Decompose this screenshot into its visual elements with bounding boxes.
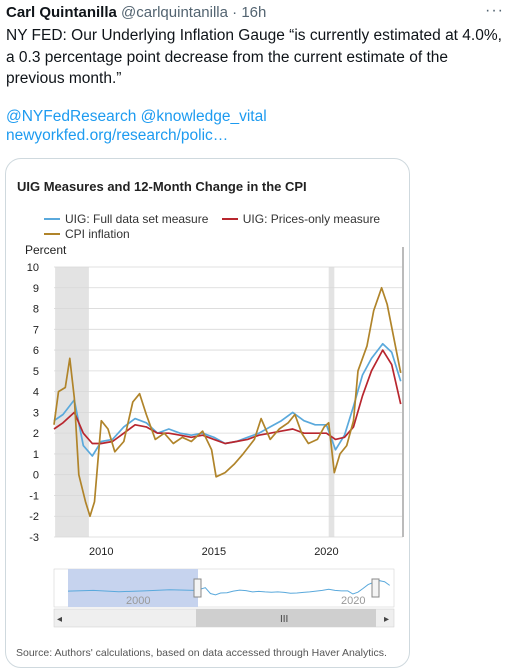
y-axis-label: Percent <box>25 243 67 257</box>
chart-source: Source: Authors' calculations, based on … <box>16 647 387 659</box>
chart-legend: UIG: Full data set measure UIG: Prices-o… <box>44 212 390 242</box>
y-tick-label: 8 <box>33 304 39 316</box>
legend-swatch-cpi <box>44 232 60 235</box>
tweet-url[interactable]: newyorkfed.org/research/polic… <box>6 127 229 144</box>
navigator-label-2000: 2000 <box>126 595 150 607</box>
y-tick-label: -3 <box>29 532 39 544</box>
x-tick-label: 2020 <box>314 546 338 558</box>
series-line-cpi <box>53 286 402 518</box>
legend-item-prices[interactable]: UIG: Prices-only measure <box>221 212 381 226</box>
author-handle[interactable]: @carlquintanilla <box>121 4 228 21</box>
legend-swatch-prices <box>221 217 238 220</box>
chart-card[interactable]: UIG Measures and 12-Month Change in the … <box>5 158 410 668</box>
legend-item-full[interactable]: UIG: Full data set measure <box>44 212 208 226</box>
y-tick-label: 1 <box>33 449 39 461</box>
y-tick-label: -2 <box>29 511 39 523</box>
x-tick-label: 2010 <box>89 546 113 558</box>
scroll-right-icon[interactable]: ▸ <box>384 614 389 625</box>
navigator-left-handle[interactable] <box>193 578 202 598</box>
recession-band <box>328 267 335 537</box>
legend-item-cpi[interactable]: CPI inflation <box>44 227 130 241</box>
y-tick-label: 4 <box>33 387 39 399</box>
legend-label-full: UIG: Full data set measure <box>65 212 209 226</box>
series-line-prices <box>53 349 402 445</box>
more-options-icon[interactable]: ··· <box>485 2 504 19</box>
navigator-right-handle[interactable] <box>371 578 380 598</box>
y-tick-label: 7 <box>33 324 39 336</box>
y-tick-label: -1 <box>29 490 39 502</box>
legend-swatch-full <box>44 217 60 220</box>
tweet-text: NY FED: Our Underlying Inflation Gauge “… <box>6 27 502 87</box>
navigator-scrollbar-thumb[interactable] <box>196 609 376 627</box>
tweet-header: Carl Quintanilla @carlquintanilla · 16h … <box>6 2 506 24</box>
navigator-label-2020: 2020 <box>341 595 365 607</box>
legend-label-prices: UIG: Prices-only measure <box>242 212 381 226</box>
y-tick-label: 3 <box>33 407 39 419</box>
tweet-mentions[interactable]: @NYFedResearch @knowledge_vital <box>6 108 267 125</box>
y-tick-label: 0 <box>33 470 39 482</box>
y-tick-label: 5 <box>33 366 39 378</box>
legend-label-cpi: CPI inflation <box>65 227 130 241</box>
author-name[interactable]: Carl Quintanilla <box>6 4 117 21</box>
chart-title: UIG Measures and 12-Month Change in the … <box>17 179 307 194</box>
navigator-selection[interactable] <box>68 569 198 607</box>
scroll-grip-icon: III <box>280 614 288 625</box>
x-tick-label: 2015 <box>202 546 226 558</box>
time-separator: · <box>232 4 238 21</box>
y-tick-label: 2 <box>33 428 39 440</box>
y-tick-label: 6 <box>33 345 39 357</box>
scroll-left-icon[interactable]: ◂ <box>57 614 62 625</box>
y-tick-label: 9 <box>33 283 39 295</box>
tweet-timestamp[interactable]: 16h <box>241 4 267 21</box>
y-tick-label: 10 <box>27 262 39 274</box>
